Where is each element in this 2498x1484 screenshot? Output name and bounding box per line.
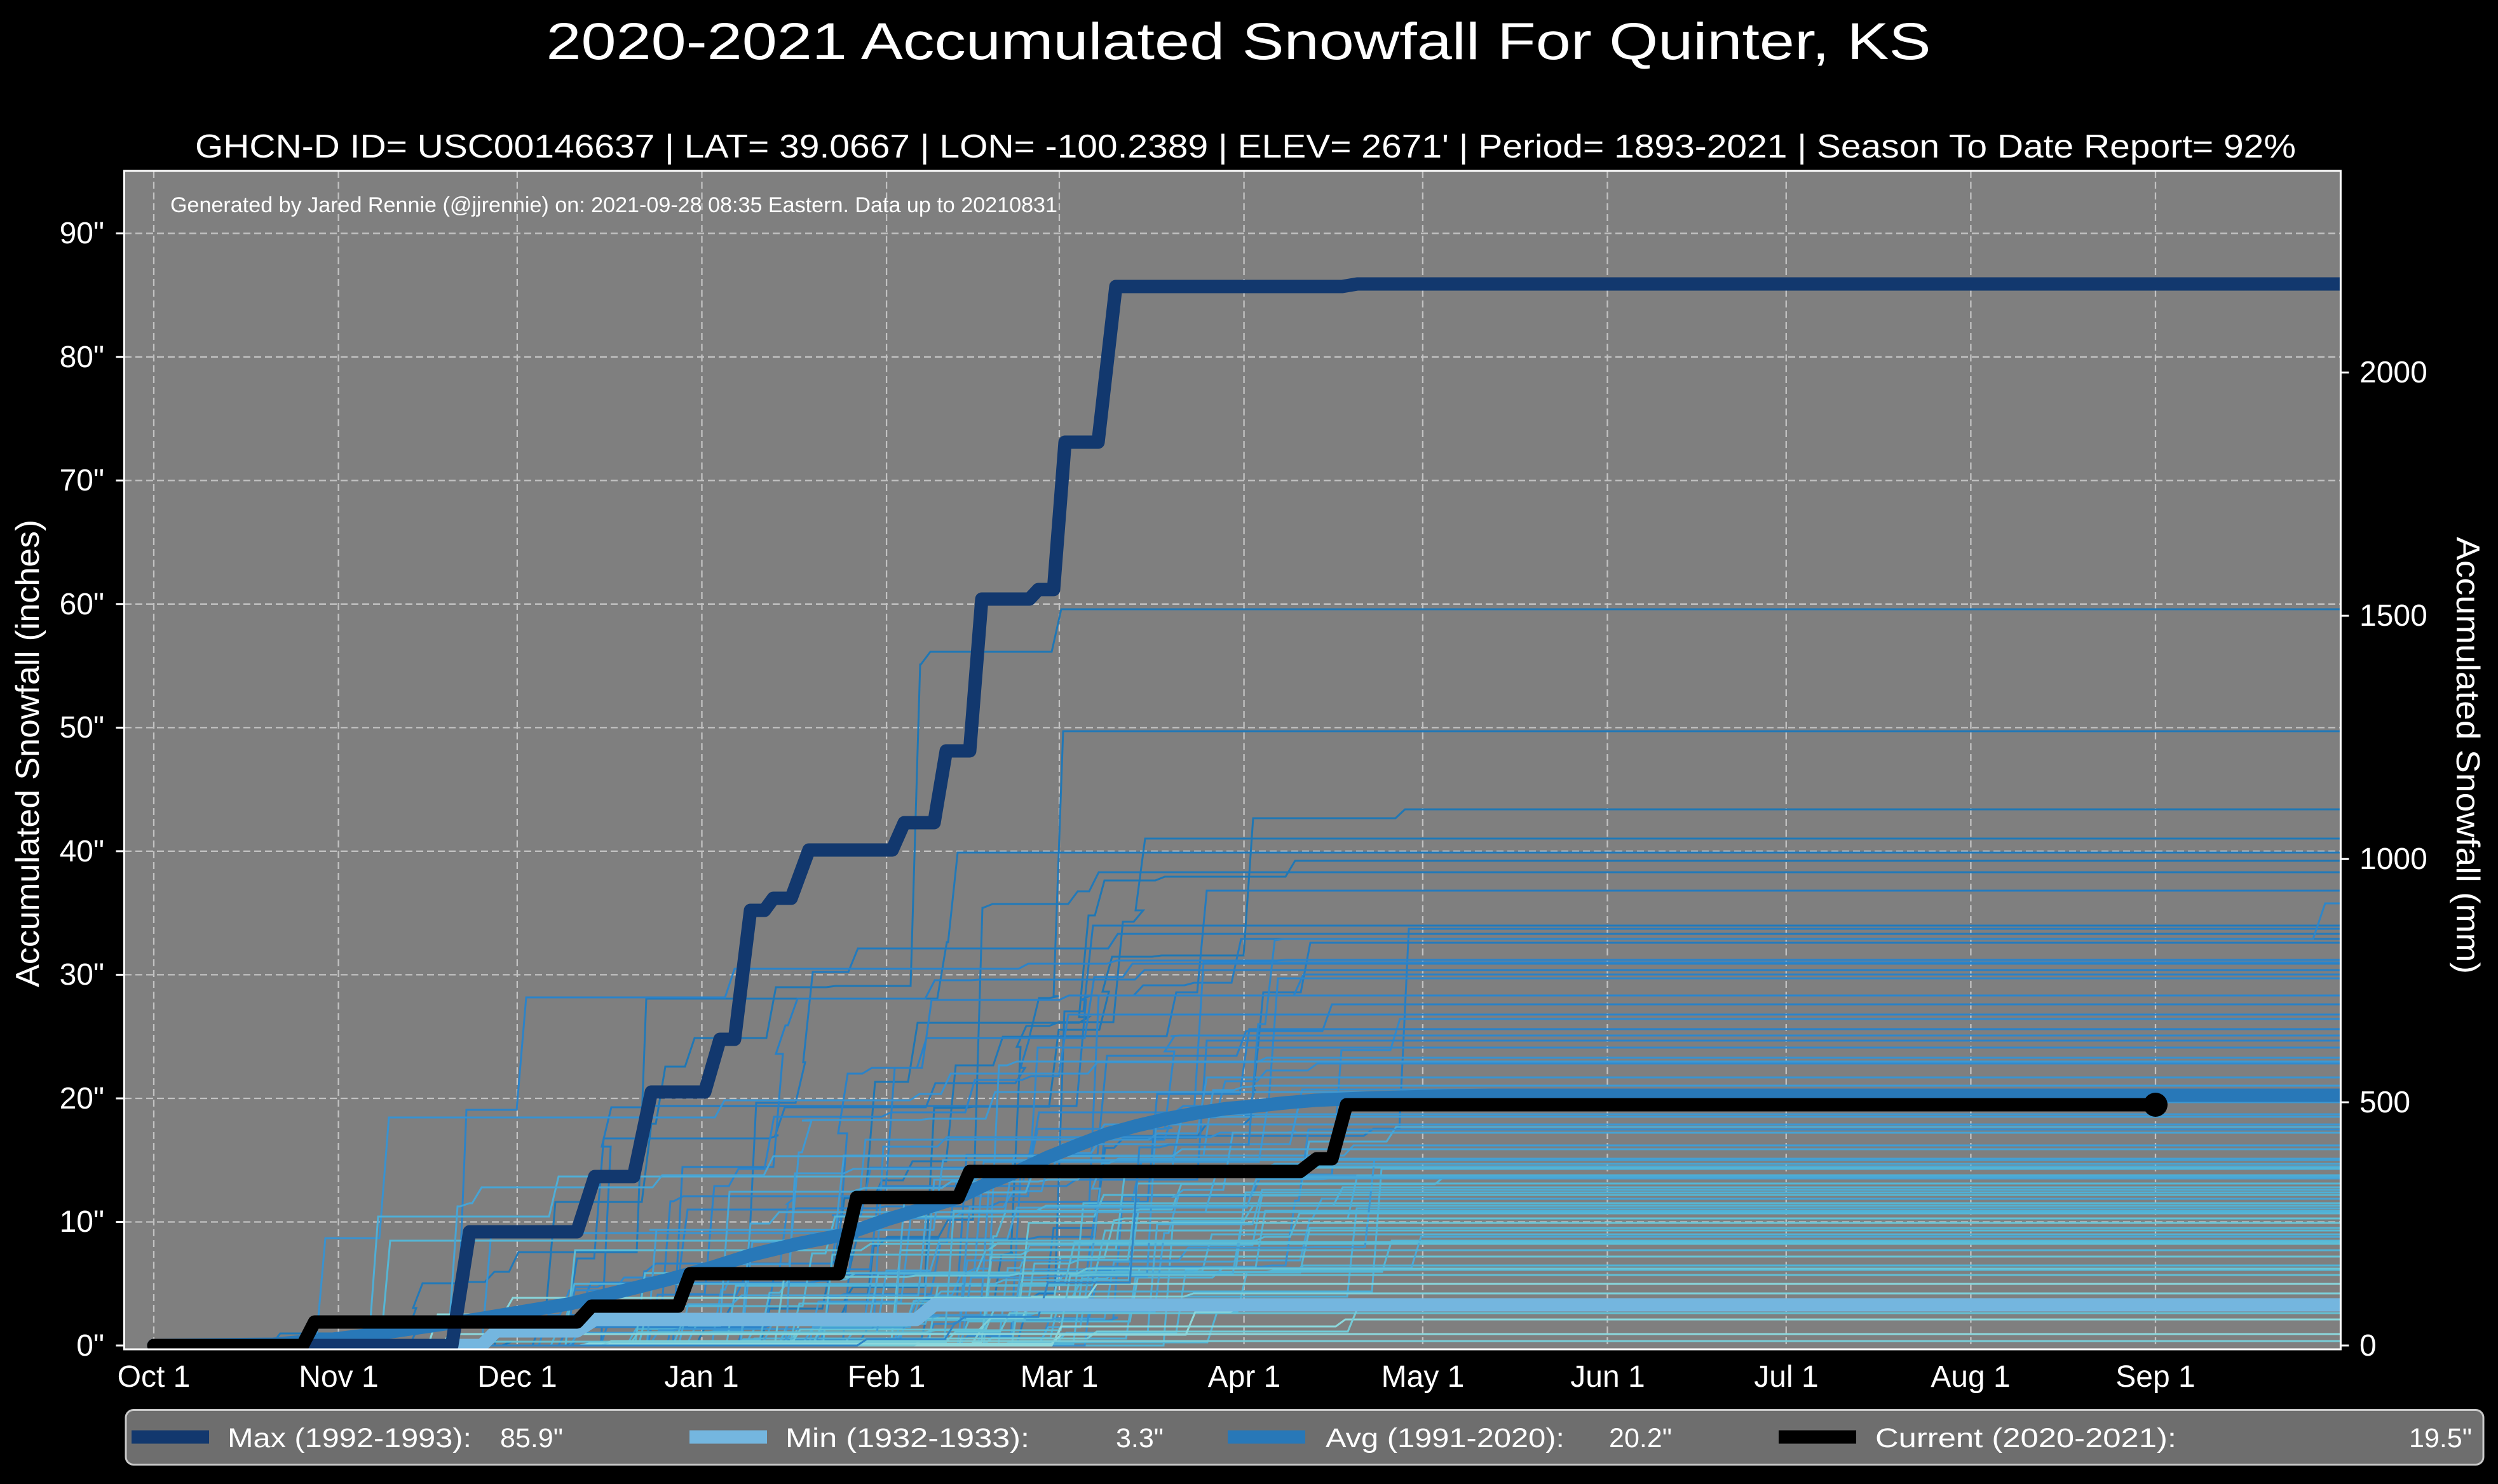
svg-text:2000: 2000: [2359, 356, 2427, 389]
svg-text:20.2": 20.2": [1609, 1423, 1672, 1454]
svg-text:Jun 1: Jun 1: [1570, 1360, 1645, 1394]
svg-text:GHCN-D ID= USC00146637 | LAT=: GHCN-D ID= USC00146637 | LAT= 39.0667 | …: [195, 128, 2296, 165]
svg-text:Min (1932-1933):: Min (1932-1933):: [785, 1423, 1029, 1454]
svg-text:10": 10": [60, 1205, 104, 1239]
svg-text:Mar 1: Mar 1: [1021, 1360, 1099, 1394]
svg-text:60": 60": [60, 588, 104, 621]
svg-text:40": 40": [60, 835, 104, 868]
svg-text:Nov 1: Nov 1: [299, 1360, 378, 1394]
svg-text:1000: 1000: [2359, 842, 2427, 876]
svg-text:Jan 1: Jan 1: [664, 1360, 738, 1394]
svg-text:2020-2021 Accumulated Snowfall: 2020-2021 Accumulated Snowfall For Quint…: [546, 13, 1931, 71]
svg-text:85.9": 85.9": [500, 1423, 563, 1454]
svg-text:0: 0: [2359, 1329, 2377, 1363]
svg-text:Accumulated Snowfall (mm): Accumulated Snowfall (mm): [2449, 537, 2486, 974]
svg-text:70": 70": [60, 464, 104, 497]
svg-text:Generated by Jared Rennie (@jj: Generated by Jared Rennie (@jjrennie) on…: [170, 193, 1057, 217]
svg-text:90": 90": [60, 217, 104, 250]
svg-text:3.3": 3.3": [1116, 1423, 1164, 1454]
svg-text:Max (1992-1993):: Max (1992-1993):: [227, 1423, 472, 1454]
svg-text:Feb 1: Feb 1: [848, 1360, 926, 1394]
svg-text:Jul 1: Jul 1: [1754, 1360, 1818, 1394]
svg-text:Apr 1: Apr 1: [1208, 1360, 1281, 1394]
svg-text:Oct 1: Oct 1: [118, 1360, 191, 1394]
svg-text:1500: 1500: [2359, 599, 2427, 633]
svg-text:19.5": 19.5": [2409, 1423, 2472, 1454]
svg-text:Dec 1: Dec 1: [477, 1360, 557, 1394]
svg-text:May 1: May 1: [1381, 1360, 1465, 1394]
svg-text:Sep 1: Sep 1: [2115, 1360, 2195, 1394]
svg-text:30": 30": [60, 958, 104, 992]
svg-text:20": 20": [60, 1082, 104, 1116]
svg-text:Avg (1991-2020):: Avg (1991-2020):: [1326, 1423, 1565, 1454]
svg-text:500: 500: [2359, 1086, 2410, 1119]
svg-text:Current (2020-2021):: Current (2020-2021):: [1875, 1423, 2176, 1454]
svg-text:50": 50": [60, 711, 104, 745]
svg-text:80": 80": [60, 341, 104, 374]
svg-text:Accumulated Snowfall (inches): Accumulated Snowfall (inches): [10, 520, 46, 987]
svg-text:Aug 1: Aug 1: [1931, 1360, 2010, 1394]
svg-text:0": 0": [76, 1329, 104, 1363]
